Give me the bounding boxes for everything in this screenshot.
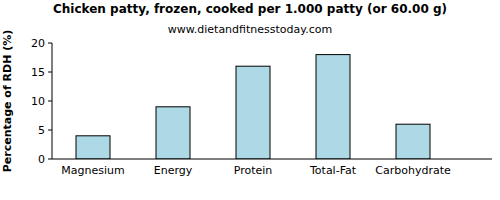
bar: [236, 66, 270, 159]
y-tick: [48, 101, 52, 102]
x-tick-label: Total-Fat: [309, 164, 357, 177]
subtitle: www.dietandfitnesstoday.com: [168, 23, 332, 36]
x-tick-label: Energy: [154, 164, 193, 177]
y-tick-label: 0: [38, 153, 45, 166]
x-axis-line: [52, 159, 492, 160]
x-tick-label: Carbohydrate: [375, 164, 451, 177]
y-tick-label: 20: [31, 37, 45, 50]
y-tick-label: 10: [31, 95, 45, 108]
bars: [76, 55, 430, 159]
bar: [76, 136, 110, 159]
y-tick: [48, 72, 52, 73]
bar: [156, 107, 190, 159]
y-tick-label: 15: [31, 66, 45, 79]
bar: [396, 124, 430, 159]
chart-root: Chicken patty, frozen, cooked per 1.000 …: [0, 0, 500, 200]
x-tick-label: Magnesium: [61, 164, 124, 177]
y-tick: [48, 159, 52, 160]
y-tick: [48, 130, 52, 131]
y-axis-label: Percentage of RDH (%): [1, 30, 14, 173]
bar: [316, 55, 350, 159]
title: Chicken patty, frozen, cooked per 1.000 …: [53, 2, 447, 16]
chart-svg: Chicken patty, frozen, cooked per 1.000 …: [0, 0, 500, 200]
y-tick-label: 5: [38, 124, 45, 137]
x-tick-label: Protein: [234, 164, 273, 177]
y-tick: [48, 43, 52, 44]
